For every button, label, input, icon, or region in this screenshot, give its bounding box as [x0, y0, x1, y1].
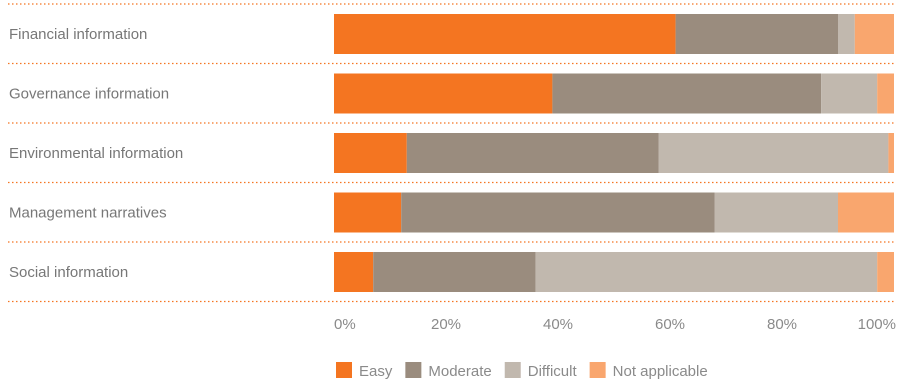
bar-governance-information-easy — [334, 73, 553, 114]
legend-label-not-applicable: Not applicable — [613, 363, 708, 380]
x-tick-label: 60% — [655, 316, 685, 333]
legend: Easy Moderate Difficult Not applicable — [336, 362, 708, 380]
legend-swatch-moderate — [405, 362, 422, 378]
bars-group — [334, 14, 894, 292]
category-label-financial-information: Financial information — [9, 26, 147, 43]
legend-label-difficult: Difficult — [528, 363, 578, 380]
category-label-social-information: Social information — [9, 264, 128, 281]
x-tick-label: 80% — [767, 316, 797, 333]
category-label-environmental-information: Environmental information — [9, 145, 183, 162]
legend-label-moderate: Moderate — [428, 363, 491, 380]
category-label-management-narratives: Management narratives — [9, 205, 167, 222]
bar-management-narratives-difficult — [714, 192, 838, 233]
bar-financial-information-moderate — [675, 14, 838, 54]
bar-environmental-information-not-applicable — [888, 133, 894, 173]
bar-social-information-easy — [334, 252, 374, 292]
bar-governance-information-difficult — [821, 73, 878, 114]
bar-environmental-information-difficult — [658, 133, 889, 173]
legend-swatch-not-applicable — [589, 362, 606, 378]
bar-management-narratives-moderate — [401, 192, 715, 233]
bar-environmental-information-easy — [334, 133, 407, 173]
bar-governance-information-moderate — [552, 73, 822, 114]
x-tick-label: 100% — [858, 316, 896, 333]
bar-social-information-moderate — [373, 252, 536, 292]
bar-social-information-difficult — [535, 252, 878, 292]
legend-label-easy: Easy — [359, 363, 393, 380]
bar-environmental-information-moderate — [406, 133, 659, 173]
x-tick-label: 20% — [431, 316, 461, 333]
x-tick-label: 40% — [543, 316, 573, 333]
bar-social-information-not-applicable — [877, 252, 894, 292]
category-label-governance-information: Governance information — [9, 86, 169, 103]
x-axis-ticks: 0% 20% 40% 60% 80% 100% — [334, 316, 896, 333]
bar-governance-information-not-applicable — [877, 73, 894, 114]
bar-management-narratives-easy — [334, 192, 402, 233]
bar-management-narratives-not-applicable — [838, 192, 894, 233]
category-labels: Financial information Governance informat… — [9, 26, 183, 281]
bar-financial-information-difficult — [838, 14, 855, 54]
x-tick-label: 0% — [334, 316, 356, 333]
legend-swatch-difficult — [504, 362, 521, 378]
bar-financial-information-easy — [334, 14, 676, 54]
bar-financial-information-not-applicable — [854, 14, 894, 54]
legend-swatch-easy — [336, 362, 352, 378]
